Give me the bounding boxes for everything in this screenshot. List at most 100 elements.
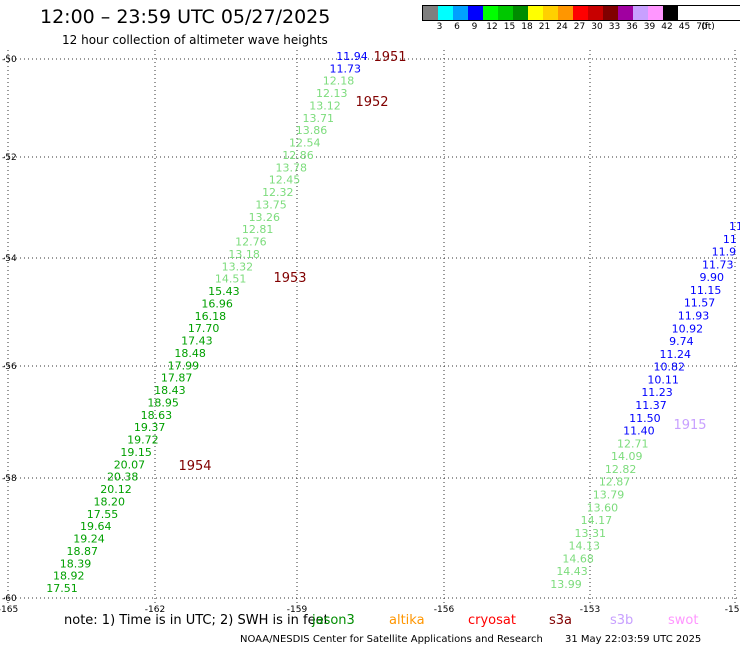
wave-height-value: 12.32 <box>262 186 294 199</box>
wave-height-value: 13.71 <box>303 112 335 125</box>
lat-tick-label: -50 <box>2 55 17 65</box>
legend-label: 9 <box>471 22 478 32</box>
wave-height-value: 17.43 <box>181 335 213 348</box>
footer-note: note: 1) Time is in UTC; 2) SWH is in fe… <box>64 613 329 628</box>
wave-height-value: 13.79 <box>593 489 625 502</box>
legend-label: 45 <box>678 22 691 32</box>
color-legend: 3 6 9 12 15 18 21 24 27 30 33 36 39 42 45 70 (ft) <box>422 5 740 33</box>
wave-height-value: 20.38 <box>107 471 139 484</box>
pass-time-label: 1952 <box>355 95 388 110</box>
wave-height-value: 12.76 <box>235 236 267 249</box>
wave-height-value: 11.50 <box>629 412 661 425</box>
wave-height-value: 14.51 <box>215 273 247 286</box>
wave-height-value: 14.68 <box>562 552 594 565</box>
wave-height-value: 13.26 <box>249 211 281 224</box>
pass-time-label: 1915 <box>673 418 706 433</box>
wave-height-value: 19.37 <box>134 421 166 434</box>
wave-height-value: 14.17 <box>581 514 613 527</box>
wave-height-value: 11.94 <box>336 50 368 63</box>
lon-tick-label: -162 <box>145 605 165 615</box>
lon-tick-label: -153 <box>580 605 600 615</box>
wave-height-value: 14.13 <box>568 540 600 553</box>
legend-label: 70 <box>696 22 708 32</box>
wave-height-value: 13.86 <box>296 124 328 137</box>
wave-height-value: 18.87 <box>66 545 98 558</box>
wave-height-value: 9.74 <box>669 335 694 348</box>
wave-height-value: 13.78 <box>276 161 308 174</box>
legend-swatch <box>603 6 618 20</box>
wave-height-value: 12.54 <box>289 137 321 150</box>
wave-height-value: 18.95 <box>147 396 179 409</box>
wave-height-value: 18.92 <box>53 570 85 583</box>
legend-swatch <box>438 6 453 20</box>
wave-height-value: 17.87 <box>161 372 193 385</box>
wave-height-value: 11.93 <box>678 310 710 323</box>
wave-height-value: 20.12 <box>100 483 132 496</box>
wave-height-value: 12.45 <box>269 174 301 187</box>
legend-swatch <box>528 6 543 20</box>
wave-height-value: 17.99 <box>168 359 200 372</box>
wave-height-value: 11.24 <box>660 348 692 361</box>
wave-height-value: 15.43 <box>208 285 240 298</box>
wave-height-value: 12.18 <box>323 75 355 88</box>
legend-swatch <box>558 6 573 20</box>
wave-height-value: 19.15 <box>120 446 152 459</box>
lat-tick-label: -58 <box>2 474 17 484</box>
wave-height-value: 11.57 <box>684 297 716 310</box>
wave-height-value: 14.43 <box>556 565 588 578</box>
lon-tick-label: -156 <box>434 605 455 615</box>
legend-swatch <box>663 6 678 20</box>
wave-height-value: 17.70 <box>188 322 220 335</box>
wave-height-value: 14.09 <box>611 450 643 463</box>
wave-height-value: 11.37 <box>635 399 667 412</box>
wave-height-value: 12.71 <box>617 437 649 450</box>
wave-height-value: 11 <box>723 233 737 246</box>
wave-height-value: 11.40 <box>623 425 655 438</box>
mission-label: altika <box>389 613 425 628</box>
pass-time-label: 1951 <box>373 50 406 65</box>
wave-height-value: 10.82 <box>653 361 685 374</box>
mission-label: s3a <box>549 613 573 628</box>
legend-swatch <box>423 6 438 20</box>
lat-tick-label: -54 <box>2 254 17 264</box>
wave-height-value: 13.31 <box>575 527 607 540</box>
legend-label: 27 <box>573 22 586 32</box>
wave-height-value: 11.15 <box>690 284 722 297</box>
wave-height-value: 19.24 <box>73 533 105 546</box>
wave-height-value: 17.51 <box>46 582 78 595</box>
lat-tick-label: -52 <box>2 153 17 163</box>
map-title: 12:00 – 23:59 UTC 05/27/2025 <box>40 6 331 28</box>
wave-height-value: 11 <box>729 220 740 233</box>
legend-label: 18 <box>521 22 533 32</box>
wave-height-value: 10.11 <box>647 373 679 386</box>
axis-tick-labels: -50 -52 -54 -56 -58 -60-165 -162 -159 -156 -153 -1… <box>0 55 740 615</box>
legend-swatch <box>633 6 648 20</box>
legend-swatch <box>573 6 588 20</box>
legend-swatch <box>618 6 633 20</box>
wave-height-value: 19.64 <box>80 520 112 533</box>
wave-height-value: 13.75 <box>255 198 287 211</box>
wave-height-value: 9.90 <box>699 271 724 284</box>
lon-tick-label: -165 <box>0 605 18 615</box>
lat-tick-label: -56 <box>2 362 17 372</box>
wave-height-value: 18.39 <box>60 557 92 570</box>
legend-swatch <box>588 6 603 20</box>
legend-color-bar <box>422 5 740 21</box>
legend-label: 21 <box>538 22 551 32</box>
wave-height-value: 19.72 <box>127 434 159 447</box>
wave-height-value: 17.55 <box>87 508 119 521</box>
wave-height-value: 13.12 <box>309 99 341 112</box>
map-subtitle: 12 hour collection of altimeter wave hei… <box>62 33 328 47</box>
legend-swatch <box>498 6 513 20</box>
wave-height-value: 12.81 <box>242 223 274 236</box>
legend-label: 3 <box>436 22 443 32</box>
legend-label: 33 <box>608 22 621 32</box>
wave-height-value: 18.48 <box>174 347 206 360</box>
legend-label: 15 <box>503 22 516 32</box>
mission-label: cryosat <box>468 613 516 628</box>
lat-lon-grid <box>4 50 740 604</box>
pass-time-label: 1954 <box>178 459 211 474</box>
pass-time-label: 1953 <box>273 271 306 286</box>
wave-height-value: 18.43 <box>154 384 186 397</box>
